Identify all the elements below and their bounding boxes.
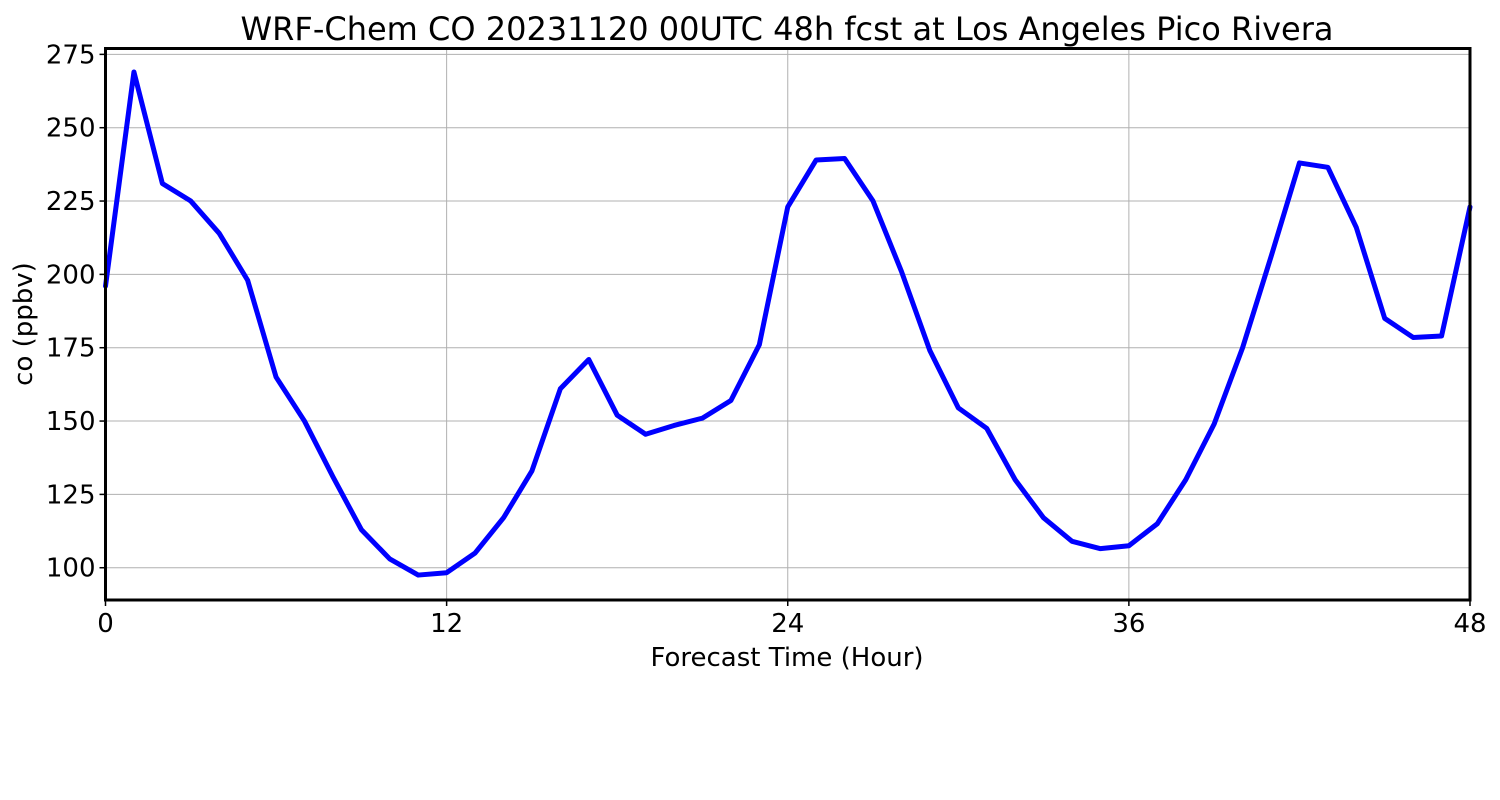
y-tick-label: 100 [46,554,96,584]
y-tick-label: 150 [46,407,96,437]
x-tick-label: 24 [771,609,804,639]
y-axis-title: co (ppbv) [9,262,39,386]
chart-title: WRF-Chem CO 20231120 00UTC 48h fcst at L… [241,10,1334,48]
y-tick-label: 250 [46,114,96,144]
x-tick-label: 0 [97,609,114,639]
grid-lines [105,48,1471,600]
x-axis-title: Forecast Time (Hour) [650,643,923,673]
series-layer [103,69,1473,578]
y-tick-label: 175 [46,334,96,364]
y-tick-label: 125 [46,480,96,510]
x-tick-label: 36 [1112,609,1145,639]
y-tick-label: 225 [46,187,96,217]
x-axis-ticks: 0 12 24 36 48 [97,600,1487,639]
x-tick-label: 48 [1453,609,1486,639]
y-tick-label: 200 [46,260,96,290]
y-tick-label: 275 [46,40,96,70]
x-tick-label: 12 [430,609,463,639]
y-axis-ticks: 100 125 150 175 200 225 250 275 [46,40,106,584]
